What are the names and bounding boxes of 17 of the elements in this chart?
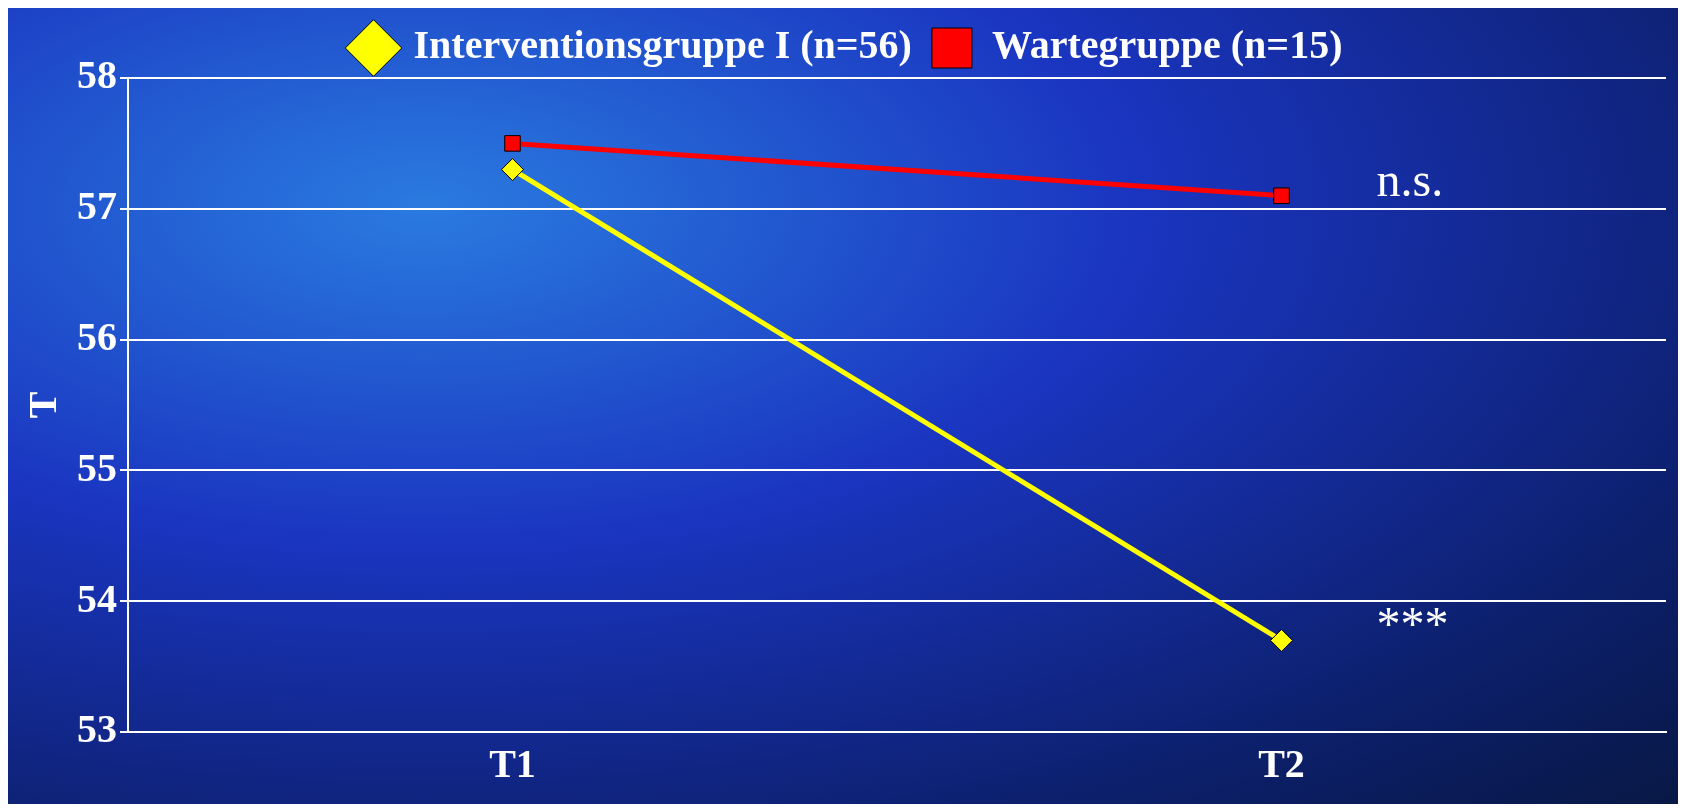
y-tick-label: 56	[77, 313, 117, 359]
point	[504, 135, 521, 152]
y-tick-label: 54	[77, 575, 117, 621]
annotation: ***	[1376, 597, 1449, 651]
y-axis-title: T	[20, 391, 66, 419]
point	[501, 158, 524, 182]
x-tick-label: T2	[1258, 741, 1305, 787]
y-tick-label: 58	[77, 52, 117, 98]
legend-label: Wartegruppe (n=15)	[991, 22, 1343, 68]
y-tick-label: 53	[77, 706, 117, 752]
y-tick-label: 55	[77, 444, 117, 490]
annotation: n.s.	[1376, 152, 1444, 206]
legend-label: Interventionsgruppe I (n=56)	[413, 22, 912, 68]
x-tick-label: T1	[489, 741, 536, 787]
y-tick-label: 57	[77, 183, 117, 229]
point	[1270, 628, 1293, 652]
point	[1273, 187, 1290, 204]
